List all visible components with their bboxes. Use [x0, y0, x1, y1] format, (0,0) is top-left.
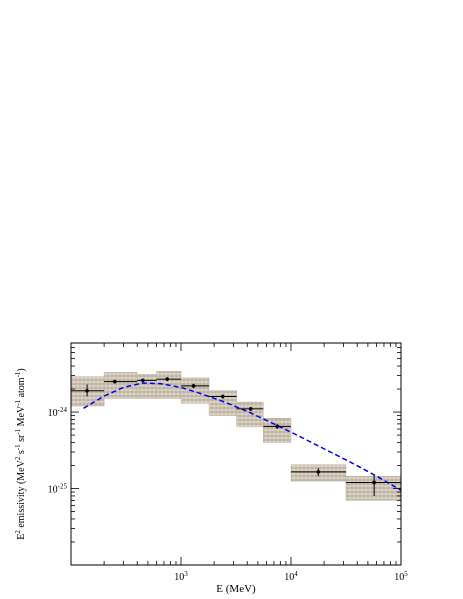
- y-axis-label: E2 emissivity (MeV2 s-1 sr-1 MeV-1 atom-…: [14, 368, 27, 540]
- x-tick-label-1: 104: [284, 570, 298, 583]
- ylabel-mev-sup: -1: [14, 399, 22, 405]
- sys-band-9: [345, 475, 401, 501]
- ylabel-end: ): [16, 368, 27, 371]
- y-tick-label-exp: -25: [58, 483, 68, 491]
- ylabel-mid-sup: 2: [14, 456, 22, 460]
- x-tick-label-base: 10: [284, 572, 294, 583]
- data-point-3: [165, 377, 170, 381]
- x-axis-label: E (MeV): [216, 583, 256, 595]
- data-point-7: [275, 424, 280, 429]
- x-tick-label-2: 105: [394, 570, 408, 583]
- sys-band-1: [103, 372, 138, 399]
- systematic-bands: [71, 371, 401, 501]
- ylabel-atom: atom: [16, 377, 27, 400]
- plot-frame: [70, 342, 402, 566]
- data-point-0: [85, 388, 89, 393]
- ylabel-mid: emissivity (MeV: [16, 459, 27, 530]
- x-tick-label-base: 10: [394, 572, 404, 583]
- sys-band-2: [136, 374, 157, 399]
- data-point-1: [112, 379, 117, 384]
- data-points: [71, 377, 401, 496]
- ylabel-mev: MeV: [16, 405, 27, 429]
- x-tick-label-base: 10: [174, 572, 184, 583]
- x-tick-label-exp: 5: [404, 570, 408, 578]
- model-curve: [83, 382, 401, 491]
- ylabel-atom-sup: -1: [14, 371, 22, 377]
- sys-band-6: [236, 401, 264, 428]
- x-tick-label-exp: 3: [184, 570, 188, 578]
- model-curve-layer: [83, 382, 401, 491]
- data-point-9: [372, 480, 376, 485]
- ylabel-sr: sr: [16, 434, 27, 444]
- ylabel-s-sup: -1: [14, 444, 22, 450]
- ylabel-base: E: [16, 534, 27, 540]
- y-tick-label-base: 10: [48, 485, 58, 496]
- y-tick-label-base: 10: [48, 408, 58, 419]
- y-tick-label-exp: -24: [58, 406, 68, 414]
- x-tick-label-0: 103: [174, 570, 188, 583]
- x-tick-label-exp: 4: [294, 570, 298, 578]
- data-point-6: [248, 407, 253, 411]
- data-point-4: [191, 384, 196, 388]
- data-point-5: [221, 394, 225, 399]
- ylabel-base-sup: 2: [14, 530, 22, 534]
- data-point-8: [316, 470, 321, 474]
- y-tick-label-1: 10-24: [48, 406, 68, 419]
- data-point-2: [141, 378, 145, 383]
- ylabel-sr-sup: -1: [14, 428, 22, 434]
- sys-band-4: [180, 377, 210, 404]
- ylabel-s: s: [16, 450, 27, 457]
- y-tick-label-0: 10-25: [48, 483, 68, 496]
